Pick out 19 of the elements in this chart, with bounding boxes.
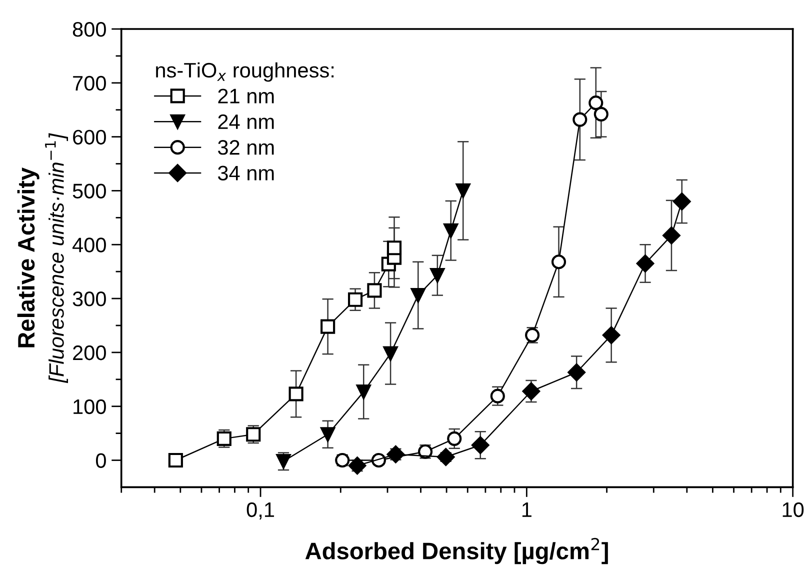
x-tick-label: 0,1 (246, 502, 274, 520)
x-tick-label: 1 (522, 502, 532, 517)
y-axis-title: Relative Activity [Fluorescence units·min$^{−1}$] (17, 133, 68, 384)
x-tick-label: 10 (782, 502, 804, 518)
y-tick-label: 100 (74, 399, 106, 414)
y-tick-label: 0 (96, 453, 106, 468)
legend-title: ns-TiO$_{x}$ roughness: (156, 62, 334, 82)
y-tick-label: 200 (73, 345, 106, 360)
legend-label: 21 nm (218, 88, 274, 104)
y-tick-label: 800 (72, 22, 106, 37)
legend-label: 24 nm (218, 114, 274, 129)
legend-label: 32 nm (218, 140, 274, 155)
y-tick-label: 500 (72, 184, 106, 198)
y-tick-label: 600 (73, 130, 106, 145)
legend-label: 34 nm (218, 166, 274, 180)
y-tick-label: 700 (73, 76, 106, 91)
y-tick-label: 400 (72, 238, 106, 252)
y-tick-label: 300 (72, 292, 106, 306)
x-axis-title: Adsorbed Density [µg/cm$^{2}$] (305, 538, 608, 564)
